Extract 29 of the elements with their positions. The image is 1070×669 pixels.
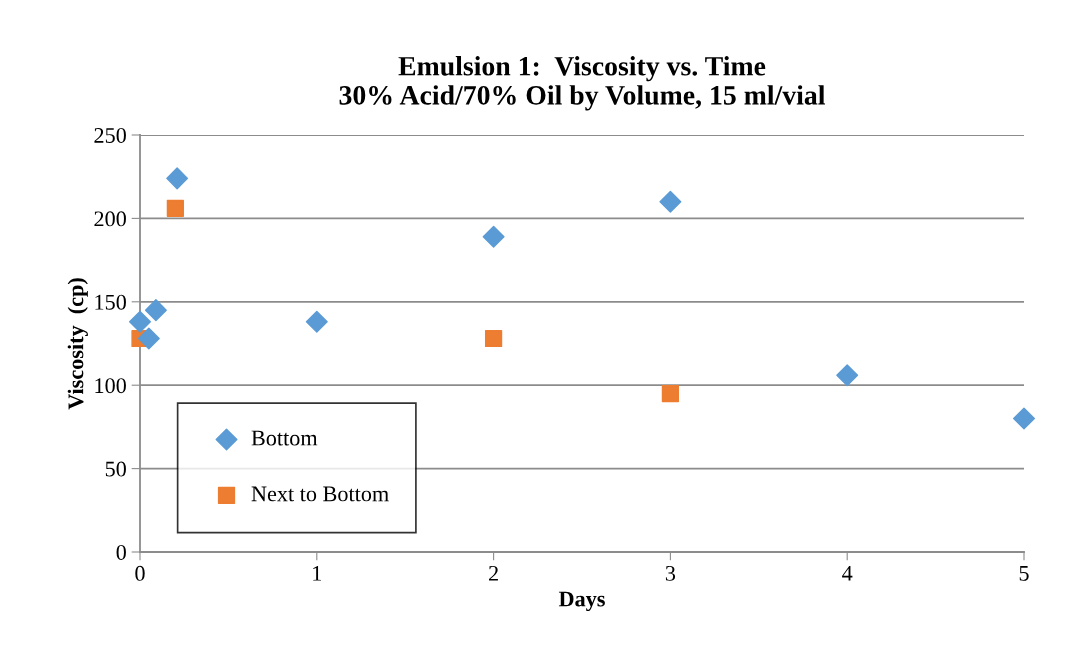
chart-title: Emulsion 1: Viscosity vs. Time 30% Acid/70% Oil by Volume, 15 ml/vial	[339, 56, 826, 111]
y-tick-label: 50	[105, 461, 126, 477]
legend-label: Next to Bottom	[251, 486, 389, 502]
y-tick-label: 150	[95, 294, 126, 310]
point	[144, 299, 167, 322]
x-tick-label: 3	[665, 565, 676, 581]
point	[166, 199, 184, 218]
legend-label: Bottom	[251, 430, 318, 446]
point	[166, 167, 189, 190]
point	[659, 190, 682, 213]
point	[836, 364, 859, 387]
x-axis-title: Days	[558, 591, 605, 612]
y-axis-title: Viscosity (cp)	[67, 278, 88, 410]
x-tick-label: 2	[489, 565, 498, 581]
point	[661, 384, 680, 403]
y-tick-label: 200	[94, 211, 126, 227]
x-tick-label: 4	[842, 565, 853, 581]
y-tick-label: 100	[95, 378, 126, 394]
y-tick-label: 250	[94, 127, 126, 143]
point	[129, 310, 151, 333]
point	[1013, 407, 1035, 430]
point	[484, 329, 503, 348]
y-tick-label: 0	[116, 544, 126, 560]
point	[482, 225, 505, 248]
x-tick-label: 0	[135, 565, 145, 581]
point	[137, 327, 160, 350]
point	[305, 310, 328, 333]
x-tick-label: 5	[1019, 566, 1029, 581]
x-tick-label: 1	[313, 565, 322, 581]
